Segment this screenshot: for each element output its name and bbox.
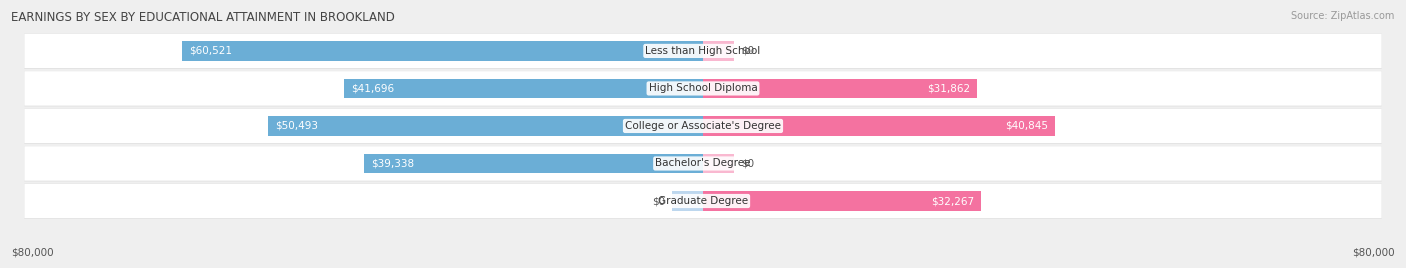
Text: $32,267: $32,267 [931,196,974,206]
FancyBboxPatch shape [24,184,1382,218]
Text: High School Diploma: High School Diploma [648,83,758,94]
Bar [703,191,981,211]
Text: $40,845: $40,845 [1005,121,1047,131]
FancyBboxPatch shape [24,146,1382,181]
Text: $80,000: $80,000 [11,247,53,257]
Text: Bachelor's Degree: Bachelor's Degree [655,158,751,169]
Text: EARNINGS BY SEX BY EDUCATIONAL ATTAINMENT IN BROOKLAND: EARNINGS BY SEX BY EDUCATIONAL ATTAINMEN… [11,11,395,24]
Bar [344,79,703,98]
Bar [703,41,734,61]
Text: $0: $0 [741,46,754,56]
Text: $31,862: $31,862 [928,83,970,94]
FancyBboxPatch shape [24,109,1382,143]
Text: $80,000: $80,000 [1353,247,1395,257]
Bar [269,116,703,136]
FancyBboxPatch shape [24,71,1382,106]
Text: $41,696: $41,696 [352,83,394,94]
Bar [672,191,703,211]
Text: Graduate Degree: Graduate Degree [658,196,748,206]
FancyBboxPatch shape [24,34,1382,69]
FancyBboxPatch shape [24,71,1382,106]
Text: $50,493: $50,493 [276,121,318,131]
FancyBboxPatch shape [24,146,1382,181]
Bar [703,116,1054,136]
Text: Less than High School: Less than High School [645,46,761,56]
Text: $60,521: $60,521 [188,46,232,56]
Text: College or Associate's Degree: College or Associate's Degree [626,121,780,131]
Text: $0: $0 [652,196,665,206]
Text: Source: ZipAtlas.com: Source: ZipAtlas.com [1291,11,1395,21]
Bar [364,154,703,173]
FancyBboxPatch shape [24,184,1382,219]
Text: $39,338: $39,338 [371,158,415,169]
FancyBboxPatch shape [24,109,1382,144]
Bar [703,154,734,173]
Bar [181,41,703,61]
FancyBboxPatch shape [24,34,1382,68]
Bar [703,79,977,98]
Text: $0: $0 [741,158,754,169]
